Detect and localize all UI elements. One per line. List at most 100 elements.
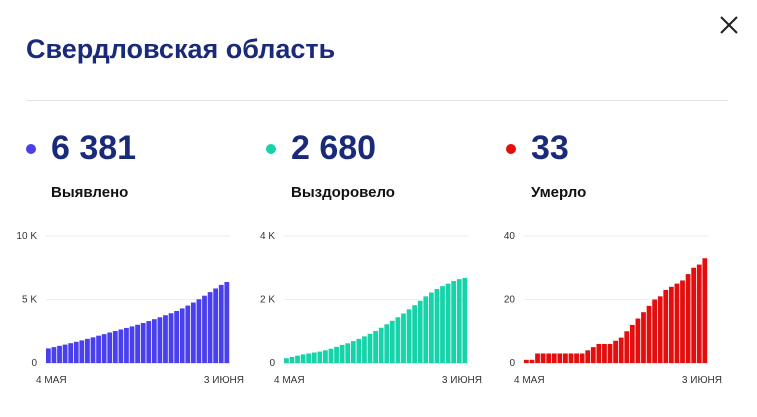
stat-value: 6 381 [51, 129, 137, 167]
bar [224, 281, 230, 363]
bar [79, 340, 85, 363]
stat-label: Умерло [531, 184, 587, 201]
bar [607, 343, 613, 363]
bar [129, 326, 135, 363]
bar [540, 353, 546, 363]
y-tick-label: 0 [31, 358, 37, 369]
bar [323, 350, 328, 363]
bar [306, 353, 312, 363]
x-tick-label-end: 3 ИЮНЯ [442, 375, 482, 386]
x-tick-label-end: 3 ИЮНЯ [204, 375, 244, 386]
bar [168, 313, 174, 363]
y-tick-label: 4 K [260, 231, 275, 242]
bar [317, 351, 323, 363]
bar [118, 329, 124, 363]
close-icon[interactable] [716, 12, 742, 38]
bar [295, 355, 300, 363]
bar [356, 338, 362, 363]
page-title: Свердловская область [26, 34, 336, 64]
bar [691, 267, 697, 363]
bar [51, 347, 57, 363]
y-tick-label: 20 [504, 295, 516, 306]
bar [629, 324, 635, 363]
bar [378, 327, 384, 363]
bar [602, 343, 607, 363]
bar [657, 296, 663, 363]
bar [101, 334, 107, 363]
bar [557, 353, 563, 363]
bar [124, 327, 129, 363]
y-tick-label: 0 [269, 358, 275, 369]
bar [685, 274, 691, 363]
bar [90, 337, 96, 363]
bar [207, 292, 213, 363]
bar [350, 341, 356, 363]
bar [680, 280, 685, 363]
stat-value: 33 [531, 129, 569, 167]
chart-recovered: 0 2 K 4 K 4 МАЯ 3 ИЮНЯ [260, 231, 482, 386]
x-tick-label-start: 4 МАЯ [514, 375, 545, 386]
bar [423, 296, 429, 363]
bar [334, 346, 339, 363]
bar [551, 353, 557, 363]
bar [635, 318, 641, 363]
stat-label: Выздоровело [291, 184, 395, 201]
bar [46, 348, 51, 363]
y-tick-label: 40 [504, 231, 516, 242]
stat-label: Выявлено [51, 184, 129, 201]
bar [524, 359, 529, 363]
bar [112, 330, 118, 363]
bar [362, 336, 367, 363]
recovered-dot-icon [266, 144, 276, 154]
bar [434, 289, 440, 363]
bar [345, 343, 351, 363]
bar [179, 308, 185, 363]
y-tick-label: 0 [509, 358, 515, 369]
bar [535, 353, 540, 363]
bar [384, 324, 390, 363]
bar [68, 343, 74, 363]
bar [546, 353, 552, 363]
chart-detected: 0 5 K 10 K 4 МАЯ 3 ИЮНЯ [16, 231, 244, 386]
bar [284, 358, 289, 363]
bar [174, 310, 180, 363]
bar [585, 350, 591, 363]
bar [696, 264, 702, 363]
bar [440, 286, 445, 363]
bar [218, 284, 224, 363]
bar [646, 305, 652, 363]
bar [373, 330, 378, 363]
detected-dot-icon [26, 144, 36, 154]
bar [574, 353, 579, 363]
bar [202, 295, 207, 363]
deaths-dot-icon [506, 144, 516, 154]
bar [73, 341, 79, 363]
bar [428, 292, 434, 363]
bar [151, 319, 157, 363]
bar [702, 258, 708, 363]
bar [590, 347, 596, 363]
x-tick-label-end: 3 ИЮНЯ [682, 375, 722, 386]
header-divider [26, 100, 728, 101]
y-tick-label: 10 K [16, 231, 37, 242]
bar [417, 300, 423, 363]
bar [107, 332, 113, 363]
bar [401, 313, 406, 363]
bar [395, 317, 401, 363]
bar [568, 353, 574, 363]
bar [135, 324, 140, 363]
bar [406, 309, 412, 363]
bar [412, 305, 418, 363]
bar [596, 343, 602, 363]
bar [146, 321, 152, 363]
x-tick-label-start: 4 МАЯ [274, 375, 305, 386]
bar [163, 315, 168, 363]
bar [462, 277, 468, 363]
x-tick-label-start: 4 МАЯ [36, 375, 67, 386]
bar [140, 322, 146, 363]
bar [624, 331, 630, 363]
bar [652, 299, 658, 363]
bar [389, 320, 395, 363]
chart-deaths: 0 20 40 4 МАЯ 3 ИЮНЯ [504, 231, 722, 386]
bar [663, 289, 669, 363]
